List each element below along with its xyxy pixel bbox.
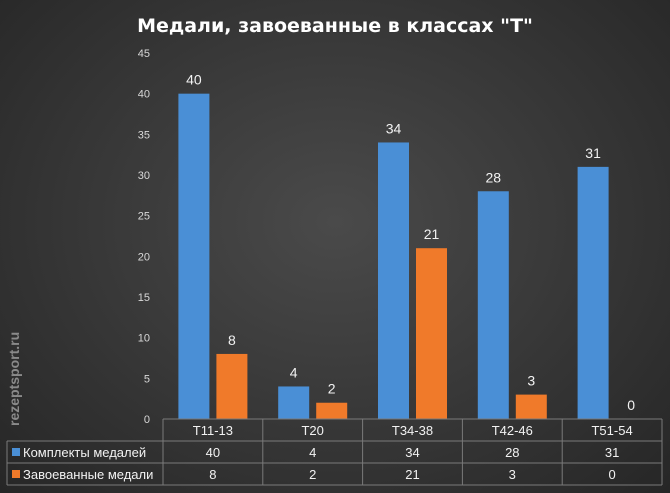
y-tick-label: 25 (138, 211, 150, 223)
series-name-label: Завоеванные медали (23, 467, 153, 482)
y-tick-label: 0 (144, 414, 150, 426)
y-tick-label: 30 (138, 170, 150, 182)
chart-title: Медали, завоеванные в классах "Т" (137, 15, 533, 37)
bar-value-label: 40 (186, 72, 202, 88)
bars (178, 93, 609, 420)
bar (178, 93, 210, 420)
y-tick-label: 40 (138, 89, 150, 101)
category-label: T34-38 (392, 423, 433, 438)
table-value: 2 (309, 467, 316, 482)
y-axis: 0 5 10 15 20 25 30 35 40 45 (138, 48, 150, 426)
bar-value-label: 21 (424, 226, 440, 242)
category-label: T11-13 (193, 423, 233, 438)
data-labels: 40 8 4 2 34 21 28 3 31 0 (186, 72, 635, 413)
table-value: 28 (505, 445, 519, 460)
category-label: T51-54 (591, 423, 632, 438)
table-value: 21 (405, 467, 419, 482)
table-value: 4 (309, 445, 316, 460)
bar-value-label: 8 (228, 332, 236, 348)
table-value: 34 (405, 445, 419, 460)
table-value: 0 (608, 467, 615, 482)
table-value: 3 (509, 467, 516, 482)
category-label: T42-46 (492, 423, 533, 438)
bar (477, 191, 509, 419)
legend-key (12, 470, 20, 478)
y-tick-label: 45 (138, 48, 150, 60)
bar-value-label: 3 (527, 373, 535, 389)
bar-value-label: 2 (328, 381, 336, 397)
data-table: T11-13 T20 T34-38 T42-46 T51-54 Комплекты мед… (6, 418, 663, 486)
y-tick-label: 15 (138, 292, 150, 304)
category-label: T20 (301, 423, 323, 438)
series-name-label: Комплекты медалей (23, 445, 146, 460)
bar (278, 386, 310, 419)
bar-value-label: 28 (486, 169, 502, 185)
bar (216, 353, 248, 419)
table-value: 8 (209, 467, 216, 482)
bar-value-label: 0 (627, 397, 635, 413)
bar-value-label: 31 (585, 145, 601, 161)
table-value: 31 (605, 445, 619, 460)
bar (316, 402, 348, 419)
y-tick-label: 35 (138, 129, 150, 141)
bar (378, 142, 409, 419)
y-tick-label: 10 (138, 333, 150, 345)
watermark: rezeptsport.ru (6, 332, 22, 426)
table-value: 40 (206, 445, 220, 460)
y-tick-label: 5 (144, 373, 150, 385)
bar-value-label: 4 (290, 364, 298, 380)
bar (515, 394, 547, 419)
y-tick-label: 20 (138, 251, 150, 263)
legend-key (12, 448, 20, 456)
bar (416, 248, 447, 419)
bar (577, 166, 609, 419)
bar-value-label: 34 (386, 120, 402, 136)
